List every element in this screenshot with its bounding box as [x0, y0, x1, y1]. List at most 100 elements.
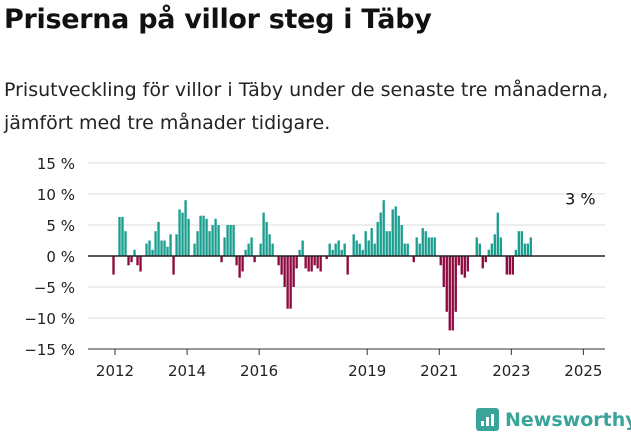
bar [193, 243, 196, 256]
bar [154, 231, 157, 256]
bar [460, 256, 463, 275]
bar [412, 256, 415, 263]
bar [277, 256, 280, 266]
bar [127, 256, 130, 266]
bar [175, 234, 178, 256]
bar [259, 243, 262, 256]
bar [385, 231, 388, 256]
bar [340, 249, 343, 256]
bar [226, 225, 229, 256]
bar [406, 243, 409, 256]
bar [136, 256, 139, 266]
x-tick-label: 2014 [168, 362, 206, 380]
bar [481, 256, 484, 269]
bar [310, 256, 313, 272]
bar [457, 256, 460, 266]
y-tick-label: −15 % [24, 341, 75, 359]
bar [262, 212, 265, 256]
bar [298, 249, 301, 256]
x-tick-label: 2023 [492, 362, 530, 380]
bar [499, 237, 502, 256]
bar [454, 256, 457, 312]
bar [484, 256, 487, 263]
bar [316, 256, 319, 269]
bar [394, 206, 397, 256]
bar [196, 231, 199, 256]
bar [445, 256, 448, 312]
bar [307, 256, 310, 272]
bar [358, 243, 361, 256]
bar [526, 243, 529, 256]
bar [235, 256, 238, 266]
bar [124, 231, 127, 256]
bar [388, 231, 391, 256]
bar [451, 256, 454, 331]
bar [304, 256, 307, 269]
bar [400, 225, 403, 256]
bar [139, 256, 142, 272]
bar [157, 221, 160, 256]
bar [490, 243, 493, 256]
bar [295, 256, 298, 269]
bar [427, 237, 430, 256]
bar [352, 234, 355, 256]
y-tick-label: −10 % [24, 310, 75, 328]
bar [187, 218, 190, 256]
bar [466, 256, 469, 272]
bar [184, 200, 187, 256]
bar [505, 256, 508, 275]
bar [247, 243, 250, 256]
bar-series [112, 200, 532, 331]
bar [268, 234, 271, 256]
bar [376, 221, 379, 256]
bar [433, 237, 436, 256]
bar [280, 256, 283, 275]
bar [145, 243, 148, 256]
bar [271, 243, 274, 256]
bar [121, 216, 124, 256]
bar [178, 209, 181, 256]
bar [529, 237, 532, 256]
bar [133, 249, 136, 256]
bar [421, 228, 424, 256]
bar [370, 228, 373, 256]
bar [508, 256, 511, 275]
bar [172, 256, 175, 275]
bar [289, 256, 292, 309]
bar [430, 237, 433, 256]
bar [148, 240, 151, 256]
bar [166, 246, 169, 256]
bar [214, 218, 217, 256]
bar [520, 231, 523, 256]
bar [514, 249, 517, 256]
bar [355, 240, 358, 256]
bar [160, 240, 163, 256]
bar [244, 249, 247, 256]
bar [118, 216, 121, 256]
bar [319, 256, 322, 272]
bar [286, 256, 289, 309]
x-axis-ticks: 2012 2014 2016 2019 2021 2023 2025 [96, 349, 602, 380]
x-tick-label: 2019 [348, 362, 386, 380]
bar [202, 215, 205, 256]
bar [361, 249, 364, 256]
bar [439, 256, 442, 266]
bar [217, 225, 220, 256]
chart-title: Priserna på villor steg i Täby [4, 4, 432, 35]
bar [391, 209, 394, 256]
bar [415, 237, 418, 256]
logo-icon [476, 408, 499, 431]
annotation-label: 3 % [565, 189, 595, 208]
newsworthy-logo: Newsworthy [476, 408, 631, 431]
bar [325, 256, 328, 260]
y-tick-label: 0 % [46, 248, 75, 266]
bar [151, 249, 154, 256]
x-tick-label: 2021 [420, 362, 458, 380]
bar [220, 256, 223, 263]
bar [223, 237, 226, 256]
y-tick-label: −5 % [34, 279, 75, 297]
bar [181, 212, 184, 256]
bar [397, 215, 400, 256]
bar [337, 240, 340, 256]
bar [424, 231, 427, 256]
